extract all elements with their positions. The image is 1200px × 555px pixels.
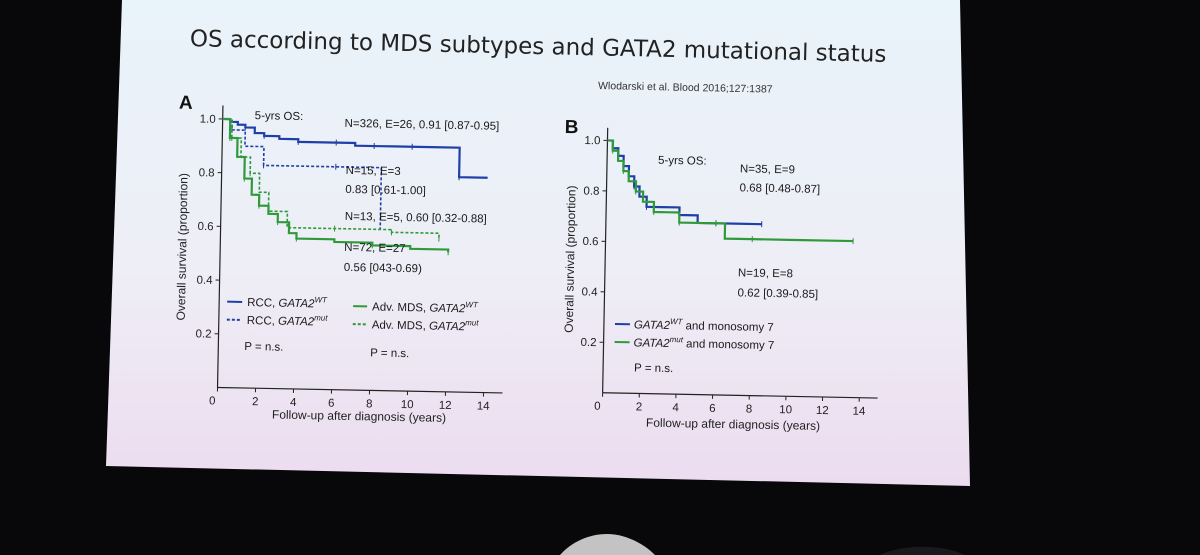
x-tick-label: 10 [779, 404, 792, 416]
y-tick-label: 0.2 [195, 328, 211, 340]
panel-b-annot-wt-1: N=35, E=9 [740, 163, 795, 176]
panel-a-annot-rcc-wt: N=326, E=26, 0.91 [0.87-0.95] [344, 118, 499, 133]
panel-a-pvalue-right: P = n.s. [370, 347, 409, 360]
x-tick-label: 12 [439, 400, 452, 412]
x-axis-label: Follow-up after diagnosis (years) [646, 416, 820, 433]
legend-item-mut-mono7: GATA2mut and monosomy 7 [633, 334, 774, 352]
y-tick-label: 0.8 [583, 185, 599, 197]
x-tick-label: 14 [477, 400, 491, 412]
x-tick-label: 8 [366, 398, 373, 410]
panel-b-os-label: 5-yrs OS: [658, 155, 707, 168]
y-tick-label: 1.0 [584, 135, 600, 147]
x-tick-label: 2 [252, 396, 259, 408]
panel-b-annot-wt-2: 0.68 [0.48-0.87] [739, 182, 820, 196]
y-tick-label: 0.6 [582, 236, 598, 248]
panel-b-pvalue: P = n.s. [634, 362, 673, 375]
panel-a-annot-rcc-mut-2: 0.83 [0.61-1.00] [345, 184, 426, 198]
panel-a-annot-rcc-mut-1: N=15, E=3 [346, 165, 401, 178]
y-axis-line [602, 127, 609, 393]
x-axis-line [602, 392, 878, 399]
panel-b-annot-mut-2: 0.62 [0.39-0.85] [737, 287, 818, 301]
audience-silhouette [560, 534, 655, 555]
x-tick-label: 10 [401, 399, 414, 411]
panel-a-pvalue-left: P = n.s. [244, 341, 283, 354]
panel-b-annot-mut-1: N=19, E=8 [738, 267, 793, 280]
y-tick-label: 0.4 [581, 286, 598, 298]
y-tick-label: 1.0 [200, 114, 216, 126]
legend-item-adv-mut: Adv. MDS, GATA2mut [372, 316, 480, 333]
x-tick-label: 4 [672, 402, 679, 414]
panel-a-annot-adv-wt-1: N=72, E=27 [344, 242, 406, 255]
legend-item-adv-wt: Adv. MDS, GATA2WT [372, 298, 479, 315]
legend-item-wt-mono7: GATA2WT and monosomy 7 [634, 316, 774, 334]
km-curve-a-0 [222, 117, 488, 179]
panel-b-axes: 0 2 4 6 8 10 12 14 0.2 0.4 0.6 0.8 1.0 Follow-up afte… [562, 127, 878, 433]
x-tick-label: 8 [746, 404, 753, 416]
x-axis-line [217, 386, 503, 394]
panel-a-axes: 0 2 4 6 8 10 12 14 0.2 0.4 0.6 0.8 1.0 Follow-up afte… [174, 105, 503, 425]
citation: Wlodarski et al. Blood 2016;127:1387 [598, 80, 773, 96]
x-tick-label: 6 [709, 403, 716, 415]
audience-silhouette-dark [880, 546, 965, 555]
panel-a-series [222, 117, 488, 256]
x-tick-label: 14 [852, 406, 866, 418]
x-axis-label: Follow-up after diagnosis (years) [272, 408, 446, 425]
x-tick-label: 2 [636, 401, 643, 413]
x-tick-label: 0 [594, 401, 601, 413]
y-tick-label: 0.6 [197, 221, 213, 233]
panel-a-annot-adv-mut: N=13, E=5, 0.60 [0.32-0.88] [345, 211, 487, 226]
panel-b-letter: B [565, 117, 579, 138]
y-axis-label: Overall survival (proportion) [562, 185, 579, 333]
x-tick-label: 6 [328, 398, 335, 410]
panel-a-os-label: 5-yrs OS: [255, 110, 304, 123]
panel-b: B 0 2 4 6 8 10 12 14 0.2 0.4 0.6 0.8 1.0 Follow-up af… [562, 117, 878, 433]
panel-a-letter: A [179, 93, 193, 114]
panel-b-series [607, 139, 854, 245]
legend-item-rcc-wt: RCC, GATA2WT [247, 294, 328, 311]
x-tick-label: 12 [816, 405, 829, 417]
km-curve-b-1 [607, 139, 854, 243]
panel-a: A 0 2 4 6 8 10 12 14 0.2 0.4 0.6 0.8 1.0 Follow-up af… [174, 93, 503, 425]
x-tick-label: 0 [209, 395, 216, 407]
panel-a-legend: RCC, GATA2WT RCC, GATA2mut Adv. MDS, GAT… [226, 294, 480, 360]
panel-b-legend: GATA2WT and monosomy 7 GATA2mut and mono… [614, 316, 774, 375]
legend-item-rcc-mut: RCC, GATA2mut [247, 312, 329, 329]
x-tick-label: 4 [290, 397, 297, 409]
slide-surface [106, 0, 970, 486]
panel-a-annot-adv-wt-2: 0.56 [043-0.69) [344, 262, 422, 275]
y-tick-label: 0.2 [580, 337, 596, 349]
y-tick-label: 0.4 [196, 275, 213, 287]
y-axis-label: Overall survival (proportion) [174, 173, 191, 321]
y-axis-line [216, 105, 224, 388]
y-tick-label: 0.8 [199, 167, 215, 179]
